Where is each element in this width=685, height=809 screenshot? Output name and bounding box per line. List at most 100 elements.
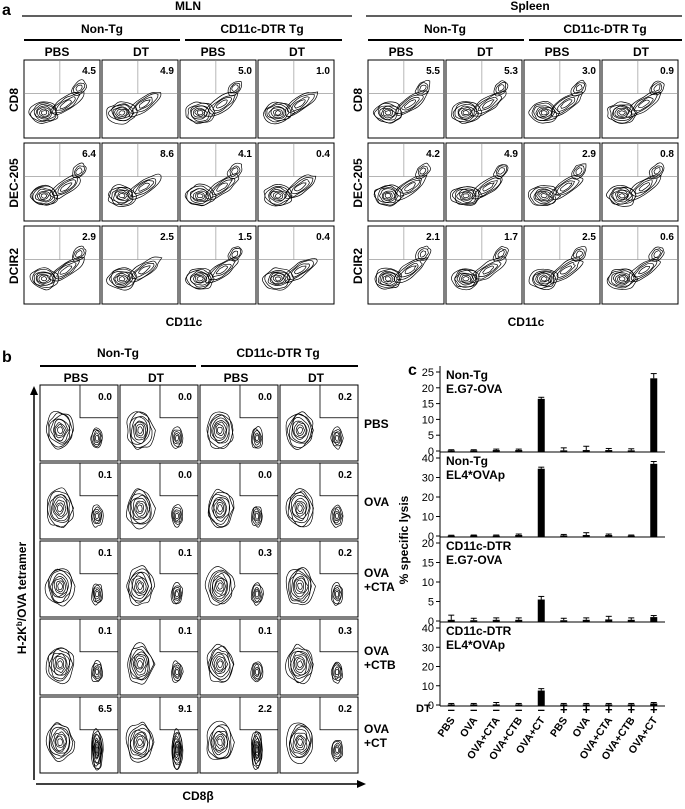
- panel-a-percentage: 5.5: [426, 66, 440, 77]
- y-tick-label: 10: [422, 577, 434, 589]
- contour-ring: [170, 582, 184, 605]
- contour-ring: [215, 99, 228, 109]
- contour-ring: [531, 102, 558, 121]
- contour-ring: [127, 256, 163, 283]
- contour-ring: [285, 643, 314, 685]
- contour-ring: [207, 645, 234, 683]
- contour-ring: [95, 746, 99, 754]
- contour-ring: [56, 504, 63, 512]
- contour-ring: [135, 658, 145, 670]
- contour-ring: [45, 410, 74, 450]
- panel-a-percentage: 5.3: [504, 66, 518, 77]
- contour-ring: [174, 589, 180, 600]
- gate-box: [319, 540, 359, 575]
- contour-ring: [134, 179, 155, 194]
- contour-ring: [555, 180, 575, 195]
- panel-a-flow-plot: 3.0: [523, 59, 601, 139]
- contour-ring: [212, 179, 233, 195]
- contour-ring: [130, 93, 159, 114]
- panel-a-flow-plot: 2.9: [523, 142, 601, 222]
- contour-ring: [607, 101, 638, 124]
- gate-box: [79, 462, 119, 497]
- panel-a-percentage: 4.2: [426, 149, 440, 160]
- contour-ring: [132, 497, 148, 519]
- contour-ring: [495, 81, 507, 94]
- panel-a-row-label: DCIR2: [7, 248, 21, 284]
- contour-ring: [289, 492, 311, 524]
- y-tick-label: 20: [422, 662, 434, 674]
- panel-a-percentage: 1.0: [316, 66, 330, 77]
- contour-ring: [334, 589, 341, 600]
- contour-ring: [204, 257, 239, 284]
- contour-ring: [32, 268, 56, 288]
- contour-ring: [606, 185, 637, 207]
- y-tick-label: 40: [422, 623, 434, 635]
- dt-mark: –: [538, 702, 545, 717]
- plot-frame: [199, 462, 279, 540]
- contour-ring: [55, 423, 66, 437]
- contour-ring: [48, 570, 72, 603]
- chart-title: Non-Tg: [446, 368, 488, 382]
- panel-b-percentage: 0.2: [338, 704, 352, 715]
- contour-ring: [575, 167, 583, 175]
- contour-ring: [375, 269, 401, 289]
- contour-ring: [268, 187, 291, 205]
- contour-ring: [91, 429, 103, 447]
- contour-ring: [288, 647, 313, 684]
- contour-ring: [106, 267, 137, 291]
- contour-ring: [293, 421, 307, 439]
- contour-ring: [253, 510, 260, 522]
- y-tick-label: 0: [428, 616, 434, 628]
- contour-ring: [215, 735, 225, 749]
- contour-ring: [38, 192, 50, 200]
- contour-ring: [417, 82, 429, 94]
- contour-ring: [627, 256, 661, 283]
- panel-a-percentage: 0.9: [660, 66, 674, 77]
- panel-a-flow-plot: 4.5: [23, 59, 101, 139]
- y-tick-label: 10: [422, 414, 434, 426]
- contour-ring: [210, 726, 230, 759]
- panel-b-flow-plot: 0.1: [39, 618, 119, 696]
- gate-box: [319, 696, 359, 731]
- contour-ring: [379, 272, 398, 286]
- panel-a-percentage: 6.4: [82, 149, 96, 160]
- bar: [515, 619, 523, 622]
- contour-ring: [478, 263, 499, 277]
- contour-ring: [175, 434, 180, 442]
- contour-ring: [208, 94, 236, 115]
- contour-ring: [171, 504, 183, 528]
- chart-title: CD11c-DTR: [446, 624, 512, 638]
- contour-ring: [93, 739, 100, 760]
- panel-a-percentage: 4.9: [160, 66, 174, 77]
- contour-ring: [127, 92, 162, 118]
- contour-ring: [292, 732, 308, 753]
- contour-ring: [215, 265, 229, 275]
- panel-a-spleen-xlabel: CD11c: [508, 315, 545, 329]
- bar: [650, 617, 658, 622]
- contour-ring: [252, 587, 262, 602]
- contour-ring: [559, 182, 573, 192]
- bar: [515, 704, 523, 706]
- contour-ring: [251, 733, 263, 766]
- panel-a-column-label: DT: [133, 45, 150, 59]
- contour-ring: [208, 494, 230, 525]
- contour-ring: [292, 420, 308, 440]
- plot-frame: [23, 59, 101, 139]
- panel-a-percentage: 2.9: [82, 232, 96, 243]
- contour-ring: [460, 191, 471, 200]
- contour-ring: [252, 508, 261, 524]
- contour-ring: [134, 421, 147, 439]
- contour-ring: [334, 669, 339, 676]
- dt-mark: –: [470, 702, 477, 717]
- contour-ring: [210, 571, 231, 602]
- contour-ring: [283, 258, 318, 284]
- contour-ring: [212, 97, 232, 111]
- y-tick-label: 10: [422, 681, 434, 693]
- contour-ring: [573, 248, 585, 260]
- contour-ring: [528, 268, 559, 291]
- contour-ring: [211, 573, 229, 600]
- contour-ring: [395, 94, 424, 114]
- contour-ring: [91, 506, 103, 525]
